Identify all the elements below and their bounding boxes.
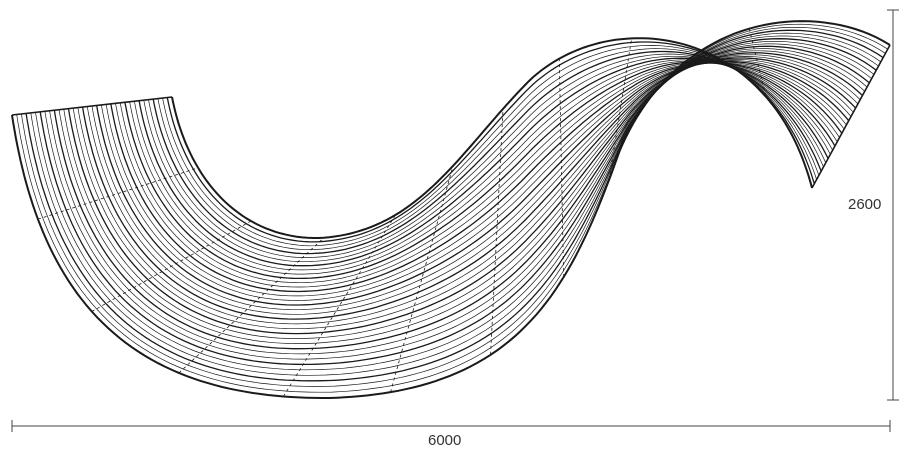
bench-slat	[124, 61, 836, 280]
height-dimension-line	[887, 9, 899, 401]
bench-slat	[67, 52, 863, 335]
bench-inner-edge	[171, 37, 813, 239]
bench-slat	[143, 55, 827, 263]
bench-slat	[49, 43, 872, 355]
bench-slat	[58, 48, 868, 344]
bench-slat	[162, 45, 817, 247]
bench-slat	[129, 60, 833, 275]
bench-slat	[110, 62, 843, 293]
height-dimension-label: 2600	[848, 196, 882, 213]
bench-slat	[134, 59, 831, 271]
bench-slat	[157, 48, 820, 251]
width-dimension-line	[11, 420, 891, 432]
bench-rib	[91, 220, 252, 312]
width-dimension-label: 6000	[428, 432, 462, 449]
bench-slats	[16, 23, 888, 393]
bench-outer-edge	[11, 20, 891, 399]
bench-cross-ribs	[11, 28, 891, 397]
bench-slat	[119, 62, 838, 284]
bench-slat	[39, 38, 877, 366]
bench-rib	[490, 108, 504, 355]
bench-slat	[101, 61, 847, 301]
bench-slat	[63, 50, 866, 339]
bench-end-cap	[811, 44, 891, 189]
bench-end-cap	[11, 96, 173, 116]
bench-slat	[21, 26, 886, 387]
bench-rib	[37, 167, 199, 220]
bench-slat	[16, 23, 888, 393]
bench-rib	[558, 58, 565, 278]
